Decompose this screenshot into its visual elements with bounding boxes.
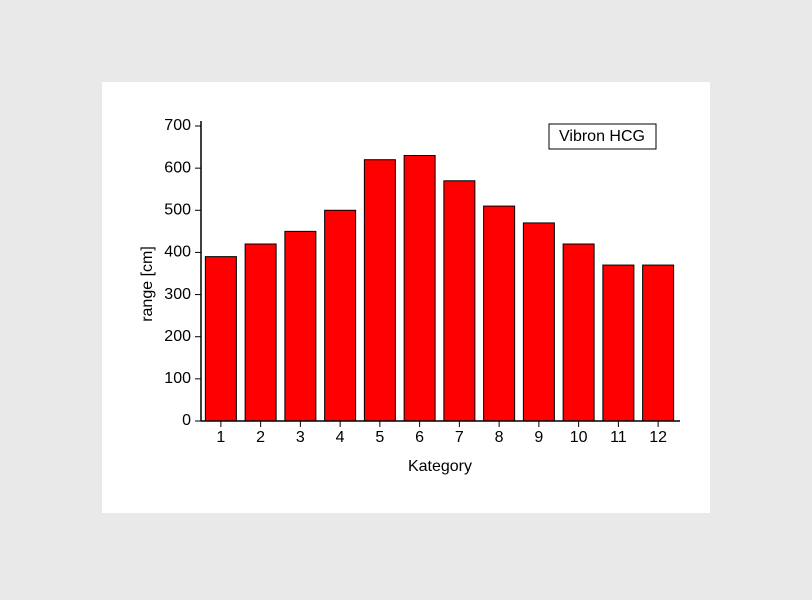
bar [562,243,595,422]
x-tick-label: 9 [534,429,543,446]
bar [363,159,396,422]
y-tick-label: 700 [164,117,191,134]
x-tick-label: 5 [375,429,384,446]
x-tick-label: 7 [455,429,464,446]
y-tick-label: 100 [164,370,191,387]
x-tick-label: 6 [415,429,424,446]
bar [522,222,555,422]
bar [244,243,277,422]
y-tick-label: 600 [164,159,191,176]
y-tick-label: 0 [182,412,191,429]
x-tick-label: 4 [336,429,345,446]
x-tick-label: 11 [610,429,627,446]
bar [602,264,635,422]
bar [642,264,675,422]
x-tick-label: 8 [495,429,504,446]
bar [204,256,237,422]
x-tick-label: 1 [216,429,225,446]
bar [324,209,357,422]
bar [284,230,317,422]
x-tick-label: 2 [256,429,265,446]
x-tick-label: 10 [570,429,588,446]
x-axis-label: Kategory [408,458,472,475]
x-tick-label: 3 [296,429,305,446]
legend-box [548,123,657,150]
x-tick-label: 12 [649,429,667,446]
y-tick-label: 200 [164,328,191,345]
bar [443,180,476,422]
bar [483,205,516,422]
legend-label: Vibron HCG [559,128,645,145]
bar [403,155,436,422]
y-tick-label: 300 [164,286,191,303]
y-tick-label: 500 [164,202,191,219]
y-axis-label: range [cm] [139,246,156,322]
y-tick-label: 400 [164,244,191,261]
